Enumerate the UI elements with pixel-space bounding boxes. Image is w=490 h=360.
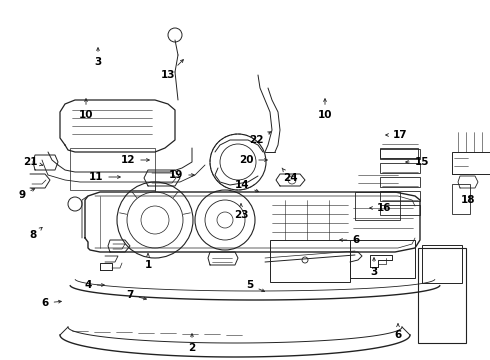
Text: 9: 9 [19, 189, 35, 200]
Text: 19: 19 [169, 170, 195, 180]
Bar [355, 192, 400, 220]
Text: 14: 14 [235, 180, 259, 192]
Text: 5: 5 [246, 280, 265, 292]
Text: 1: 1 [145, 254, 151, 270]
Bar [350, 240, 415, 278]
Text: 16: 16 [370, 203, 391, 213]
Text: 23: 23 [234, 204, 248, 220]
Text: 3: 3 [370, 258, 378, 277]
Text: 3: 3 [95, 48, 101, 67]
Text: 10: 10 [79, 99, 93, 120]
Text: 21: 21 [23, 157, 43, 167]
Text: 8: 8 [29, 228, 42, 240]
Text: 6: 6 [340, 235, 360, 245]
Text: 4: 4 [84, 280, 104, 290]
Text: 22: 22 [249, 132, 271, 145]
Text: 2: 2 [188, 334, 196, 353]
Text: 12: 12 [121, 155, 149, 165]
Text: 18: 18 [461, 195, 475, 205]
Text: 7: 7 [126, 290, 147, 300]
Text: 11: 11 [89, 172, 120, 182]
Bar [452, 152, 490, 174]
Text: 15: 15 [406, 157, 429, 167]
Bar [380, 149, 420, 159]
Text: 24: 24 [282, 168, 297, 183]
Text: 20: 20 [239, 155, 267, 165]
Bar [380, 148, 418, 158]
Text: 6: 6 [41, 298, 61, 308]
Bar [380, 205, 420, 215]
Bar [380, 163, 420, 173]
Bar [452, 184, 470, 214]
Bar [380, 191, 420, 201]
Bar [270, 240, 350, 282]
Text: 13: 13 [161, 60, 183, 80]
Text: 10: 10 [318, 99, 332, 120]
Text: 6: 6 [394, 324, 402, 340]
Bar [422, 245, 462, 283]
Text: 17: 17 [386, 130, 407, 140]
Bar [418, 248, 466, 343]
Bar [380, 177, 420, 187]
Bar [70, 148, 155, 190]
